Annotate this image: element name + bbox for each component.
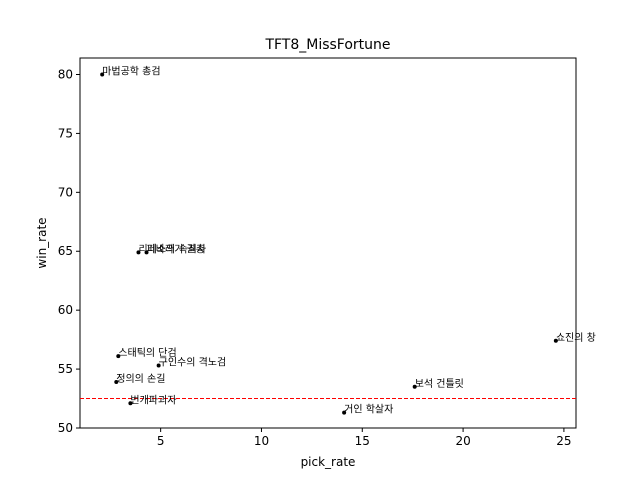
y-tick-label: 70 bbox=[58, 185, 73, 199]
plot-area-frame bbox=[79, 57, 577, 429]
data-point bbox=[342, 410, 347, 415]
point-label: 번개파괴자 bbox=[130, 394, 176, 406]
data-point bbox=[100, 72, 105, 77]
data-point bbox=[144, 250, 149, 255]
y-tick-label: 80 bbox=[58, 67, 73, 81]
data-point bbox=[412, 384, 417, 389]
y-tick-label: 65 bbox=[58, 244, 73, 258]
x-tick-label: 25 bbox=[556, 434, 571, 448]
data-point bbox=[114, 380, 119, 385]
x-axis-label: pick_rate bbox=[301, 455, 356, 469]
y-tick-label: 75 bbox=[58, 126, 73, 140]
point-label: 정의의 손길 bbox=[116, 372, 165, 385]
point-label: 마법공학 총검 bbox=[102, 65, 160, 77]
point-label: 스태틱의 단검 bbox=[118, 347, 176, 359]
y-axis-ticks: 50 55 60 65 70 75 80 bbox=[58, 67, 80, 435]
data-point bbox=[156, 363, 161, 368]
data-point bbox=[128, 401, 133, 406]
y-tick-label: 60 bbox=[58, 303, 73, 317]
x-tick-label: 10 bbox=[254, 434, 269, 448]
y-tick-label: 55 bbox=[58, 362, 73, 376]
y-axis-label: win_rate bbox=[35, 217, 49, 268]
point-label: 구인수의 격노검 bbox=[159, 356, 227, 369]
x-tick-label: 20 bbox=[455, 434, 470, 448]
x-tick-label: 15 bbox=[355, 434, 370, 448]
point-label: 보석 건틀릿 bbox=[415, 378, 464, 390]
point-label: 리레소의 속죄자 bbox=[138, 243, 206, 255]
x-tick-label: 5 bbox=[157, 434, 165, 448]
x-axis-ticks: 5 10 15 20 25 bbox=[157, 428, 572, 448]
y-tick-label: 50 bbox=[58, 421, 73, 435]
point-label: 피바라기 권총 bbox=[147, 243, 205, 255]
data-point bbox=[136, 250, 141, 255]
data-point bbox=[553, 338, 558, 343]
chart-title: TFT8_MissFortune bbox=[264, 37, 390, 53]
point-label: 쇼진의 창 bbox=[556, 332, 596, 344]
data-point bbox=[116, 354, 121, 359]
point-label: 거인 학살자 bbox=[344, 404, 393, 416]
